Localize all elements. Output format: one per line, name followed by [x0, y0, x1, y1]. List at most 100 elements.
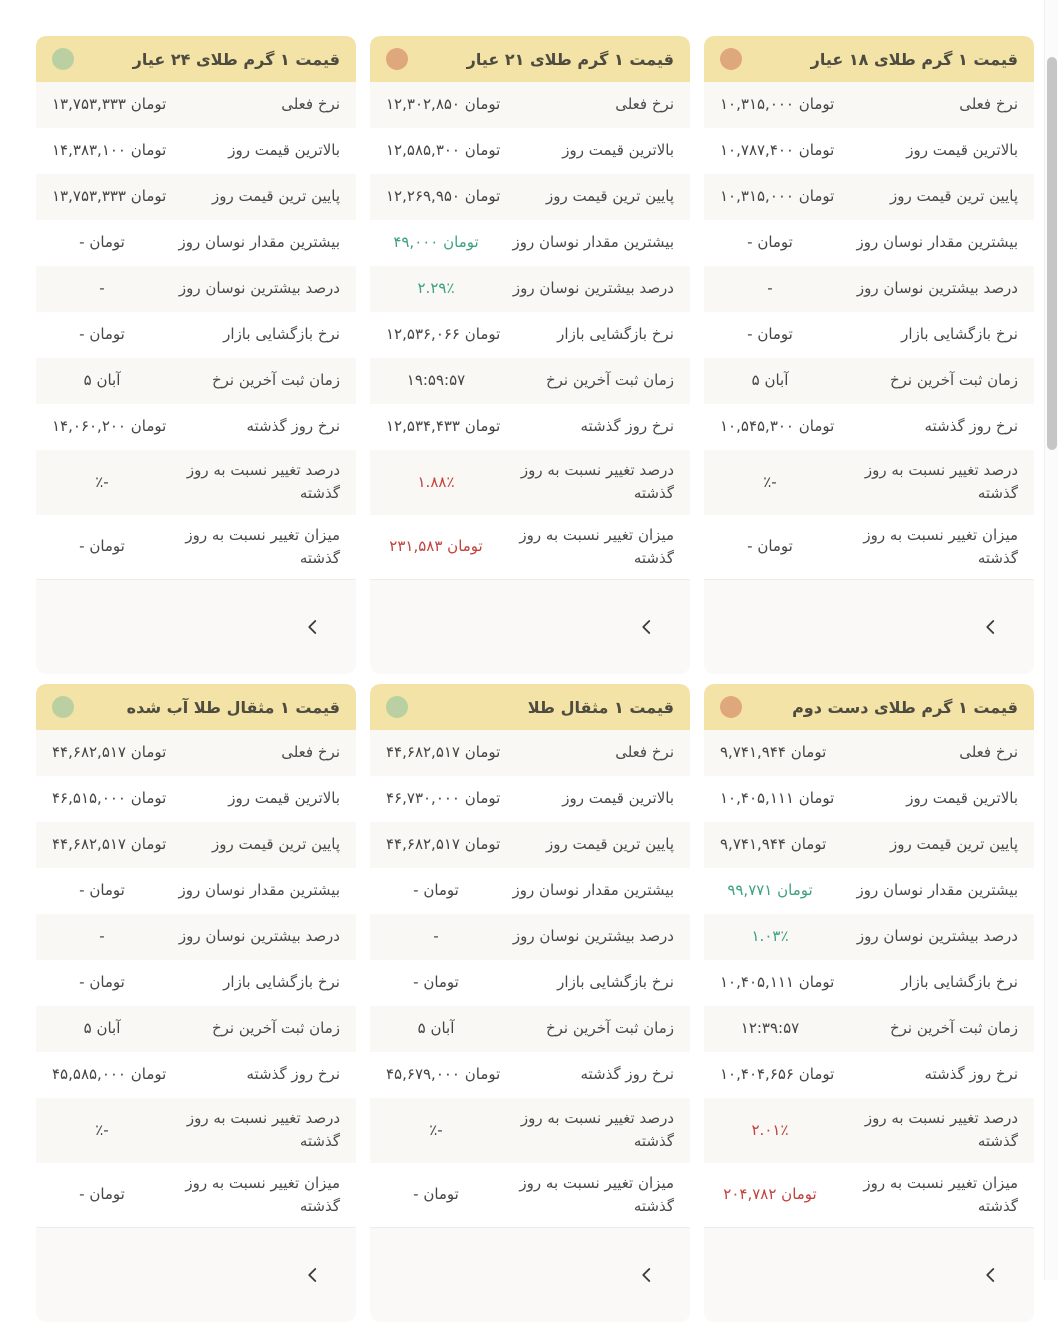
- stat-label: نرخ روز گذشته: [246, 417, 340, 436]
- stat-value: ۱۰,۳۱۵,۰۰۰ تومان: [720, 95, 835, 114]
- stat-row: بیشترین مقدار نوسان روز - تومان: [704, 220, 1034, 266]
- scrollbar-track[interactable]: [1044, 0, 1058, 1280]
- price-card: قیمت ۱ گرم طلای ۲۱ عیار نرخ فعلی ۱۲,۳۰۲,…: [370, 36, 690, 674]
- stat-row: پایین ترین قیمت روز ۱۳,۷۵۳,۳۳۳ تومان: [36, 174, 356, 220]
- stat-value: - تومان: [79, 233, 125, 252]
- stat-value: ۱۰,۴۰۴,۶۵۶ تومان: [720, 1065, 835, 1084]
- stat-row: بالاترین قیمت روز ۱۴,۳۸۳,۱۰۰ تومان: [36, 128, 356, 174]
- chevron-left-icon: [308, 620, 317, 634]
- stat-row: درصد تغییر نسبت به روز گذشته ٪-: [704, 450, 1034, 515]
- stats-list: نرخ فعلی ۱۲,۳۰۲,۸۵۰ تومان بالاترین قیمت …: [370, 82, 690, 579]
- card-footer: [36, 1227, 356, 1322]
- scrollbar-thumb[interactable]: [1047, 57, 1057, 450]
- card-footer: [704, 1227, 1034, 1322]
- card-header: قیمت ۱ گرم طلای دست دوم: [704, 684, 1034, 730]
- stat-row: نرخ فعلی ۱۲,۳۰۲,۸۵۰ تومان: [370, 82, 690, 128]
- stat-label: بیشترین مقدار نوسان روز: [512, 233, 675, 252]
- more-details-button[interactable]: [300, 614, 326, 640]
- chevron-left-icon: [642, 620, 651, 634]
- chevron-left-icon: [986, 620, 995, 634]
- stat-value: ۴۴,۶۸۲,۵۱۷ تومان: [386, 743, 501, 762]
- card-footer: [704, 579, 1034, 674]
- stat-label: درصد بیشترین نوسان روز: [178, 927, 340, 946]
- stat-value: ۱۲,۲۶۹,۹۵۰ تومان: [386, 187, 501, 206]
- stat-row: نرخ بازگشایی بازار - تومان: [704, 312, 1034, 358]
- stat-value: - تومان: [79, 1185, 125, 1204]
- stat-label: میزان تغییر نسبت به روز گذشته: [185, 525, 340, 567]
- stat-value: ۵ آبان: [417, 1019, 455, 1038]
- card-title: قیمت ۱ مثقال طلا: [527, 697, 674, 717]
- stat-row: میزان تغییر نسبت به روز گذشته ۲۳۱,۵۸۳ تو…: [370, 514, 690, 579]
- stat-label: بیشترین مقدار نوسان روز: [856, 881, 1019, 900]
- stat-row: نرخ فعلی ۹,۷۴۱,۹۴۴ تومان: [704, 730, 1034, 776]
- stat-label: پایین ترین قیمت روز: [545, 835, 674, 854]
- status-dot-icon: [386, 696, 408, 718]
- chevron-left-icon: [308, 1268, 317, 1282]
- stat-label: درصد تغییر نسبت به روز گذشته: [186, 461, 340, 503]
- price-card: قیمت ۱ مثقال طلا آب شده نرخ فعلی ۴۴,۶۸۲,…: [36, 684, 356, 1322]
- stat-label: درصد تغییر نسبت به روز گذشته: [864, 461, 1018, 503]
- stat-label: میزان تغییر نسبت به روز گذشته: [519, 525, 674, 567]
- stat-value: ۴۵,۶۷۹,۰۰۰ تومان: [386, 1065, 501, 1084]
- stat-value: ۹,۷۴۱,۹۴۴ تومان: [720, 743, 827, 762]
- stat-value: ۱۰,۷۸۷,۴۰۰ تومان: [720, 141, 835, 160]
- stat-label: میزان تغییر نسبت به روز گذشته: [185, 1173, 340, 1215]
- card-header: قیمت ۱ مثقال طلا: [370, 684, 690, 730]
- stat-row: درصد بیشترین نوسان روز -: [36, 914, 356, 960]
- stat-label: نرخ بازگشایی بازار: [223, 325, 340, 344]
- stat-label: درصد بیشترین نوسان روز: [512, 279, 674, 298]
- stat-row: پایین ترین قیمت روز ۱۲,۲۶۹,۹۵۰ تومان: [370, 174, 690, 220]
- more-details-button[interactable]: [634, 1262, 660, 1288]
- stat-value: ۵ آبان: [751, 371, 789, 390]
- stat-label: پایین ترین قیمت روز: [211, 187, 340, 206]
- stat-row: بالاترین قیمت روز ۱۰,۷۸۷,۴۰۰ تومان: [704, 128, 1034, 174]
- stat-row: بیشترین مقدار نوسان روز - تومان: [36, 868, 356, 914]
- stat-value: - تومان: [413, 973, 459, 992]
- stat-value: ۱۰,۴۰۵,۱۱۱ تومان: [720, 973, 835, 992]
- stat-row: بیشترین مقدار نوسان روز ۴۹,۰۰۰ تومان: [370, 220, 690, 266]
- stat-row: نرخ بازگشایی بازار - تومان: [370, 960, 690, 1006]
- stat-value: ٪-: [95, 1120, 109, 1139]
- stat-row: بالاترین قیمت روز ۴۶,۵۱۵,۰۰۰ تومان: [36, 776, 356, 822]
- stat-value: - تومان: [79, 881, 125, 900]
- stat-label: نرخ بازگشایی بازار: [557, 973, 674, 992]
- stat-label: درصد تغییر نسبت به روز گذشته: [520, 1109, 674, 1151]
- more-details-button[interactable]: [300, 1262, 326, 1288]
- stat-label: نرخ روز گذشته: [580, 1065, 674, 1084]
- stat-row: درصد بیشترین نوسان روز ۱.۰۳٪: [704, 914, 1034, 960]
- card-header: قیمت ۱ گرم طلای ۲۱ عیار: [370, 36, 690, 82]
- stat-label: بالاترین قیمت روز: [562, 789, 674, 808]
- stat-row: زمان ثبت آخرین نرخ ۵ آبان: [370, 1006, 690, 1052]
- stat-value: ۱.۸۸٪: [417, 472, 455, 491]
- stat-row: درصد بیشترین نوسان روز -: [704, 266, 1034, 312]
- stat-value: ۴۴,۶۸۲,۵۱۷ تومان: [52, 835, 167, 854]
- stat-row: نرخ روز گذشته ۱۲,۵۳۴,۴۳۳ تومان: [370, 404, 690, 450]
- more-details-button[interactable]: [634, 614, 660, 640]
- stat-row: نرخ بازگشایی بازار - تومان: [36, 312, 356, 358]
- stat-label: درصد بیشترین نوسان روز: [856, 927, 1018, 946]
- stat-value: ٪-: [429, 1120, 443, 1139]
- stat-value: ۲۳۱,۵۸۳ تومان: [389, 537, 483, 556]
- stat-row: نرخ فعلی ۴۴,۶۸۲,۵۱۷ تومان: [36, 730, 356, 776]
- stat-value: ۱۳,۷۵۳,۳۳۳ تومان: [52, 95, 167, 114]
- more-details-button[interactable]: [978, 614, 1004, 640]
- stat-value: -: [99, 279, 105, 298]
- stat-value: -: [767, 279, 773, 298]
- stat-row: درصد تغییر نسبت به روز گذشته ٪-: [36, 1098, 356, 1163]
- stat-row: پایین ترین قیمت روز ۴۴,۶۸۲,۵۱۷ تومان: [370, 822, 690, 868]
- status-dot-icon: [720, 48, 742, 70]
- stat-label: نرخ فعلی: [281, 743, 340, 762]
- stat-label: پایین ترین قیمت روز: [889, 835, 1018, 854]
- stat-row: زمان ثبت آخرین نرخ ۱۲:۳۹:۵۷: [704, 1006, 1034, 1052]
- more-details-button[interactable]: [978, 1262, 1004, 1288]
- stat-label: زمان ثبت آخرین نرخ: [889, 371, 1018, 390]
- stat-label: بیشترین مقدار نوسان روز: [512, 881, 675, 900]
- stat-label: بالاترین قیمت روز: [562, 141, 674, 160]
- stat-label: نرخ فعلی: [959, 95, 1018, 114]
- stat-label: بالاترین قیمت روز: [228, 141, 340, 160]
- stat-value: ۹,۷۴۱,۹۴۴ تومان: [720, 835, 827, 854]
- price-card: قیمت ۱ گرم طلای ۱۸ عیار نرخ فعلی ۱۰,۳۱۵,…: [704, 36, 1034, 674]
- stat-label: میزان تغییر نسبت به روز گذشته: [863, 1173, 1018, 1215]
- stat-value: ۱۰,۴۰۵,۱۱۱ تومان: [720, 789, 835, 808]
- stats-list: نرخ فعلی ۱۰,۳۱۵,۰۰۰ تومان بالاترین قیمت …: [704, 82, 1034, 579]
